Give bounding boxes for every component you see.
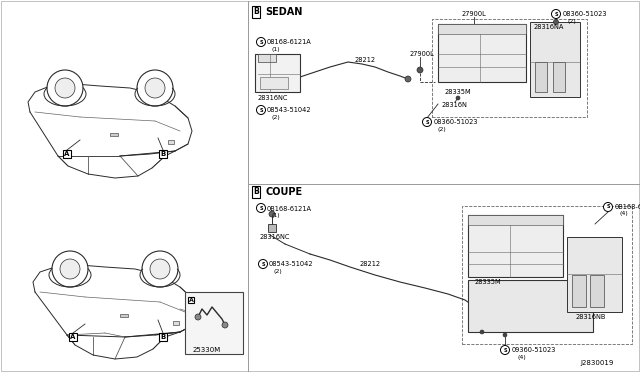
Text: (2): (2) (272, 115, 281, 119)
Text: (4): (4) (620, 212, 628, 217)
Bar (535, 62, 547, 92)
Bar (530, 22, 580, 97)
Circle shape (422, 118, 431, 126)
Text: (1): (1) (271, 46, 280, 51)
Circle shape (456, 96, 460, 100)
Text: B: B (253, 7, 259, 16)
Text: 28335M: 28335M (475, 279, 502, 285)
Circle shape (552, 10, 561, 19)
Circle shape (52, 251, 88, 287)
Circle shape (137, 70, 173, 106)
Text: 0B168-6121A: 0B168-6121A (615, 204, 640, 210)
Bar (462, 206, 632, 344)
Text: S: S (259, 39, 263, 45)
Circle shape (257, 38, 266, 46)
Bar (173, 321, 179, 325)
Text: 09360-51023: 09360-51023 (512, 347, 556, 353)
Bar (432, 19, 587, 117)
Bar (168, 140, 174, 144)
Text: (4): (4) (517, 355, 525, 359)
Circle shape (145, 78, 165, 98)
Text: A: A (64, 151, 70, 157)
Bar (268, 224, 276, 232)
Text: 27900L: 27900L (410, 51, 435, 57)
Text: 25330M: 25330M (193, 347, 221, 353)
Circle shape (503, 333, 507, 337)
Text: J2830019: J2830019 (580, 360, 613, 366)
Circle shape (257, 203, 266, 212)
Circle shape (222, 322, 228, 328)
Text: 28316NC: 28316NC (260, 234, 291, 240)
Text: 08360-51023: 08360-51023 (563, 11, 607, 17)
Text: 08543-51042: 08543-51042 (269, 261, 314, 267)
Text: 08360-51023: 08360-51023 (434, 119, 479, 125)
Text: B: B (161, 334, 166, 340)
Circle shape (554, 19, 559, 25)
Circle shape (195, 314, 201, 320)
Text: 27900L: 27900L (462, 11, 487, 17)
Text: A: A (70, 334, 76, 340)
Text: 08543-51042: 08543-51042 (267, 107, 312, 113)
Circle shape (60, 259, 80, 279)
Text: S: S (425, 119, 429, 125)
Text: (2): (2) (438, 126, 447, 131)
Bar (258, 54, 276, 62)
Circle shape (55, 78, 75, 98)
Text: S: S (259, 108, 263, 112)
Text: S: S (606, 205, 610, 209)
Circle shape (269, 211, 275, 217)
Text: (1): (1) (271, 214, 280, 218)
Text: 28212: 28212 (360, 261, 381, 267)
Text: S: S (503, 347, 507, 353)
Circle shape (500, 346, 509, 355)
Text: S: S (259, 205, 263, 211)
Circle shape (405, 76, 411, 82)
Text: B: B (161, 151, 166, 157)
Text: 0B168-6121A: 0B168-6121A (267, 206, 312, 212)
Text: S: S (554, 12, 557, 16)
Circle shape (259, 260, 268, 269)
Bar (468, 215, 563, 225)
Text: 28335M: 28335M (445, 89, 472, 95)
Text: 28316NA: 28316NA (534, 24, 564, 30)
Text: S: S (261, 262, 265, 266)
Circle shape (480, 330, 484, 334)
Circle shape (257, 106, 266, 115)
Bar (567, 237, 622, 312)
Bar (110, 133, 118, 136)
Bar (438, 24, 526, 34)
Bar (590, 275, 604, 307)
Circle shape (142, 251, 178, 287)
Bar (255, 54, 300, 92)
Text: A: A (189, 298, 193, 302)
Text: 28316NC: 28316NC (258, 95, 289, 101)
Text: COUPE: COUPE (265, 187, 302, 197)
Circle shape (150, 259, 170, 279)
Text: (2): (2) (567, 19, 576, 23)
Text: 28316N: 28316N (442, 102, 468, 108)
Bar (468, 215, 563, 277)
Text: (2): (2) (274, 269, 283, 273)
Text: SEDAN: SEDAN (265, 7, 302, 17)
Bar (120, 314, 128, 317)
Bar (553, 62, 565, 92)
Text: B: B (253, 187, 259, 196)
Text: 08168-6121A: 08168-6121A (267, 39, 312, 45)
Bar (468, 280, 593, 332)
Bar (185, 292, 243, 354)
Text: 28212: 28212 (355, 57, 376, 63)
Bar (260, 77, 288, 89)
Circle shape (417, 67, 423, 73)
Bar (438, 24, 526, 82)
Text: 28316NB: 28316NB (576, 314, 606, 320)
Circle shape (472, 28, 477, 32)
Circle shape (604, 202, 612, 212)
Bar (572, 275, 586, 307)
Circle shape (47, 70, 83, 106)
